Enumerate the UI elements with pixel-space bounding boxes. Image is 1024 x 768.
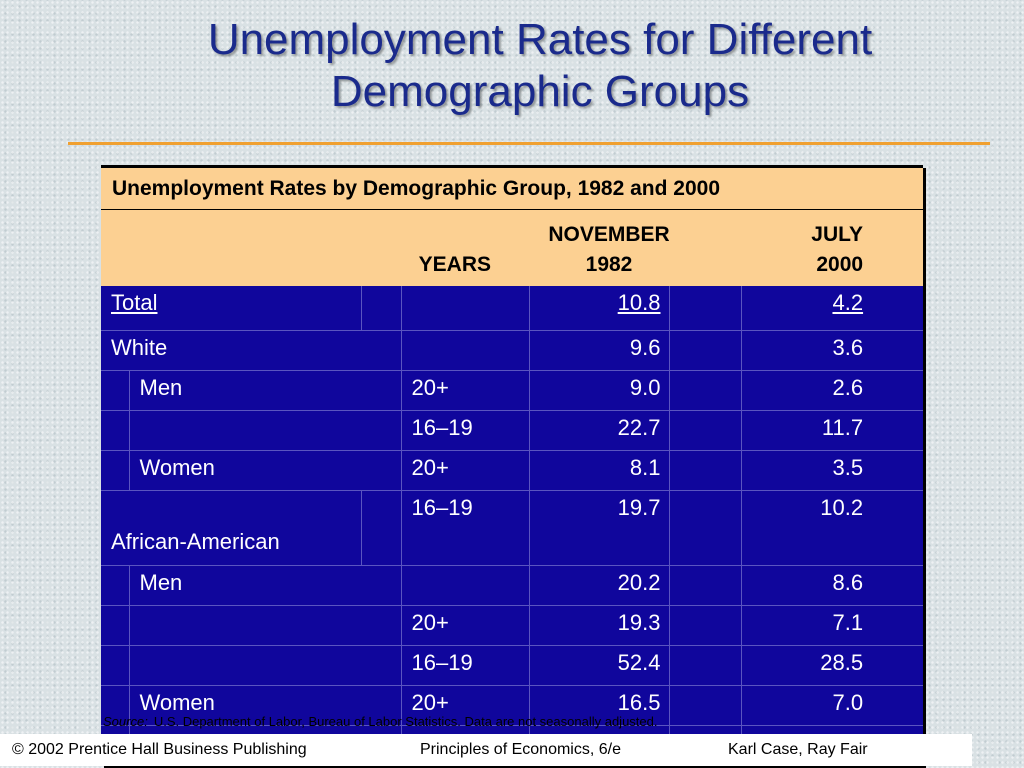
footer-copyright: © 2002 Prentice Hall Business Publishing xyxy=(12,741,307,758)
table-row: 20+ 19.3 7.1 xyxy=(101,605,924,646)
row-subgroup-label xyxy=(129,605,402,646)
row-years xyxy=(401,286,530,331)
table-row: Total 10.8 4.2 xyxy=(101,286,924,331)
row-value-2000: 7.1 xyxy=(741,605,924,646)
row-value-1982: 19.7 xyxy=(529,490,670,566)
row-value-2000: 4.2 xyxy=(741,286,924,331)
slide-title-line1: Unemployment Rates for Different xyxy=(207,15,873,64)
row-group-label: White xyxy=(101,330,402,371)
table-row: Women 20+ 8.1 3.5 xyxy=(101,450,924,491)
row-years: 20+ xyxy=(401,605,530,646)
table-row: Men 20+ 9.0 2.6 xyxy=(101,370,924,411)
row-years xyxy=(401,565,530,606)
slide-title-line2: Demographic Groups xyxy=(330,67,750,116)
row-value-2000: 2.6 xyxy=(741,370,924,411)
table-row: Women 20+ 16.5 7.0 xyxy=(101,685,924,726)
header-jul-line1: JULY xyxy=(811,223,864,246)
row-value-2000: 28.5 xyxy=(741,645,924,686)
row-value-1982: 16.5 xyxy=(529,685,670,726)
row-value-1982: 52.4 xyxy=(529,645,670,686)
row-years: 20+ xyxy=(401,685,530,726)
unemployment-table: Unemployment Rates by Demographic Group,… xyxy=(101,165,924,766)
row-group-label: Total xyxy=(101,286,362,331)
table-row: 16–19 22.7 11.7 xyxy=(101,410,924,451)
header-november-1982: NOVEMBER 1982 xyxy=(529,209,669,286)
header-nov-line1: NOVEMBER xyxy=(548,223,669,246)
row-group-label: African-American xyxy=(101,490,362,566)
header-july-2000: JULY 2000 xyxy=(669,209,924,286)
table-row: 16–19 52.4 28.5 xyxy=(101,645,924,686)
table-row: White 9.6 3.6 xyxy=(101,330,924,371)
source-text: U.S. Department of Labor, Bureau of Labo… xyxy=(153,714,658,729)
row-subgroup-label: Men xyxy=(129,370,402,411)
footer-book-title: Principles of Economics, 6/e xyxy=(420,741,621,758)
table-caption: Unemployment Rates by Demographic Group,… xyxy=(101,165,924,210)
row-subgroup-label: Men xyxy=(129,565,402,606)
row-value-2000: 3.6 xyxy=(741,330,924,371)
slide-title: Unemployment Rates for Different Demogra… xyxy=(60,14,1020,118)
source-note: Source: U.S. Department of Labor, Bureau … xyxy=(103,714,658,729)
row-years: 16–19 xyxy=(401,490,530,566)
row-subgroup-label xyxy=(129,645,402,686)
row-value-1982: 19.3 xyxy=(529,605,670,646)
row-years: 16–19 xyxy=(401,645,530,686)
slide-footer: © 2002 Prentice Hall Business Publishing… xyxy=(0,734,972,766)
row-value-1982: 22.7 xyxy=(529,410,670,451)
header-years: YEARS xyxy=(101,209,529,286)
header-nov-line2: 1982 xyxy=(585,253,633,276)
row-value-2000: 7.0 xyxy=(741,685,924,726)
source-label: Source: xyxy=(103,714,148,729)
row-subgroup-label: Women xyxy=(129,450,402,491)
table-row: Men 20.2 8.6 xyxy=(101,565,924,606)
row-value-2000: 8.6 xyxy=(741,565,924,606)
row-years: 16–19 xyxy=(401,410,530,451)
row-value-1982: 9.6 xyxy=(529,330,670,371)
row-years: 20+ xyxy=(401,450,530,491)
row-years: 20+ xyxy=(401,370,530,411)
header-jul-line2: 2000 xyxy=(816,253,864,276)
footer-authors: Karl Case, Ray Fair xyxy=(728,741,868,758)
row-value-2000: 3.5 xyxy=(741,450,924,491)
row-value-1982: 8.1 xyxy=(529,450,670,491)
row-subgroup-label xyxy=(129,410,402,451)
row-value-1982: 10.8 xyxy=(529,286,670,331)
row-value-2000: 11.7 xyxy=(741,410,924,451)
table-row: African-American 16–19 19.7 10.2 xyxy=(101,490,924,566)
title-divider xyxy=(68,142,990,145)
row-value-1982: 20.2 xyxy=(529,565,670,606)
row-value-2000: 10.2 xyxy=(741,490,924,566)
row-subgroup-label: Women xyxy=(129,685,402,726)
row-value-1982: 9.0 xyxy=(529,370,670,411)
row-years xyxy=(401,330,530,371)
